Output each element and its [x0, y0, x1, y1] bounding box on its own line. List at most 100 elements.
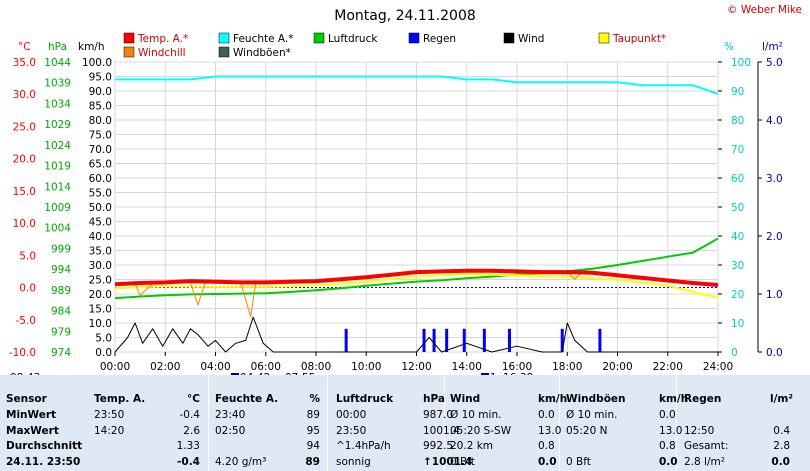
wind-tick-label: 80.0	[89, 115, 112, 127]
table-cell: 0 Bft	[566, 455, 591, 468]
rain-bar	[462, 328, 466, 352]
rain-bar	[560, 328, 564, 352]
table-cell: 94	[306, 440, 320, 452]
axis-units: °C hPa km/h% l/m²	[18, 41, 783, 53]
x-tick-label: 10:00	[351, 361, 381, 373]
table-cell: -0.4	[179, 409, 201, 421]
wind-tick-label: 25.0	[89, 275, 112, 287]
table-cell: Ø 10 min.	[450, 409, 502, 421]
table-header: Temp. A.	[94, 393, 146, 405]
table-divider	[327, 375, 328, 471]
pressure-tick-label: 1029	[44, 119, 71, 131]
table-cell: 89	[306, 409, 320, 421]
wind-tick-label: 10.0	[89, 318, 112, 330]
table-cell: ↑1001.4	[423, 455, 473, 468]
wind-tick-label: 70.0	[89, 144, 112, 156]
pressure-tick-label: 1024	[44, 140, 71, 152]
rain-bar	[482, 328, 486, 352]
wind-tick-label: 20.0	[89, 289, 112, 301]
series-luftdruck-line	[114, 237, 719, 300]
rain-unit: l/m²	[762, 41, 783, 53]
table-header: Feuchte A.	[215, 393, 279, 405]
table-cell: 12:50	[684, 424, 715, 437]
sun-row: 08:43 04:42 07:55 1 16:39	[10, 372, 533, 375]
row-label: MaxWert	[6, 424, 59, 437]
table-cell: 23:50	[94, 409, 125, 421]
table-cell: 13.0	[538, 424, 562, 437]
table-header: l/m²	[770, 393, 793, 405]
legend-label: Windchill	[138, 47, 186, 59]
wind-tick-label: 35.0	[89, 246, 112, 258]
legend: Temp. A.* Feuchte A.* Luftdruck Regen Wind Ta…	[123, 32, 666, 59]
table-cell: 05:20 N	[566, 424, 608, 437]
pressure-tick-label: 984	[51, 306, 71, 318]
x-tick-label: 04:00	[200, 361, 230, 373]
temp-tick-label: 20.0	[13, 154, 36, 166]
rain-bar	[432, 328, 436, 352]
legend-swatch	[218, 32, 230, 44]
table-cell: 20.2 km	[450, 440, 494, 452]
table-cell: 0.4	[773, 424, 790, 437]
table-cell: 0.8	[538, 440, 555, 452]
x-tick-label: 24:00	[703, 361, 733, 373]
table-header: %	[309, 393, 320, 405]
rain-tick-label: 5.0	[766, 57, 783, 69]
legend-label: Regen	[423, 33, 456, 45]
rain-bar	[422, 328, 426, 352]
table-header: Windböen	[566, 393, 626, 405]
table-cell: sonnig	[336, 455, 371, 468]
weather-chart: Montag, 24.11.2008 © Weber Mike Temp. A.…	[9, 4, 802, 375]
legend-swatch	[408, 32, 420, 44]
temp-unit: °C	[18, 41, 31, 53]
x-tick-label: 20:00	[602, 361, 632, 373]
legend-label: Windböen*	[233, 47, 291, 59]
table-cell: 987.0	[423, 409, 454, 421]
temp-tick-label: 35.0	[13, 57, 36, 69]
rain-bar	[507, 328, 511, 352]
table-cell: 2.8	[773, 440, 790, 452]
pressure-tick-label: 1034	[44, 98, 71, 110]
table-divider	[208, 375, 209, 471]
row-label: 24.11. 23:50	[6, 455, 81, 468]
wind-tick-label: 60.0	[89, 173, 112, 185]
legend-label: Taupunkt*	[612, 33, 666, 45]
x-tick-label: 02:00	[150, 361, 180, 373]
pressure-tick-label: 1004	[44, 223, 71, 235]
table-cell: 23:40	[215, 409, 246, 421]
table-divider	[444, 375, 445, 471]
pressure-tick-label: 1014	[44, 181, 71, 193]
legend-swatch	[503, 32, 515, 44]
pressure-tick-label: 1044	[44, 57, 71, 69]
table-cell: 00:00	[336, 409, 367, 421]
x-tick-label: 06:00	[251, 361, 281, 373]
wind-tick-label: 75.0	[89, 130, 112, 142]
sunrise-time: 08:43	[10, 372, 40, 375]
temp-tick-label: 15.0	[13, 186, 36, 198]
humidity-tick-label: 90	[731, 86, 744, 98]
table-header: km/h	[659, 393, 689, 405]
table-cell: 89	[305, 455, 320, 468]
wind-tick-label: 30.0	[89, 260, 112, 272]
legend-swatch	[313, 32, 325, 44]
pressure-tick-label: 1009	[44, 202, 71, 214]
legend-swatch	[218, 46, 230, 58]
axes: 100.095.090.085.080.075.070.065.060.055.…	[9, 57, 783, 373]
temp-tick-label: 30.0	[13, 89, 36, 101]
legend-label: Luftdruck	[328, 33, 378, 45]
series-temp-a-line	[114, 268, 719, 287]
table-cell: 2.8 l/m²	[684, 455, 725, 468]
rain-tick-label: 1.0	[766, 289, 783, 301]
table-cell: 0.0	[659, 409, 676, 421]
table-cell: 0 Bft	[450, 455, 475, 468]
wind-tick-label: 15.0	[89, 304, 112, 316]
moonrise-time: 04:42	[240, 372, 270, 375]
summary-table: Sensor Temp. A. °C Feuchte A.% Luftdruck hPa W…	[0, 375, 810, 471]
table-cell: Ø 10 min.	[566, 409, 618, 421]
legend-swatch	[123, 46, 135, 58]
table-divider	[676, 375, 677, 471]
rain-bar	[344, 328, 348, 352]
table-header: Luftdruck	[336, 393, 394, 405]
table-cell: 2.6	[183, 424, 200, 437]
humidity-tick-label: 20	[731, 289, 744, 301]
pressure-tick-label: 999	[51, 243, 71, 255]
